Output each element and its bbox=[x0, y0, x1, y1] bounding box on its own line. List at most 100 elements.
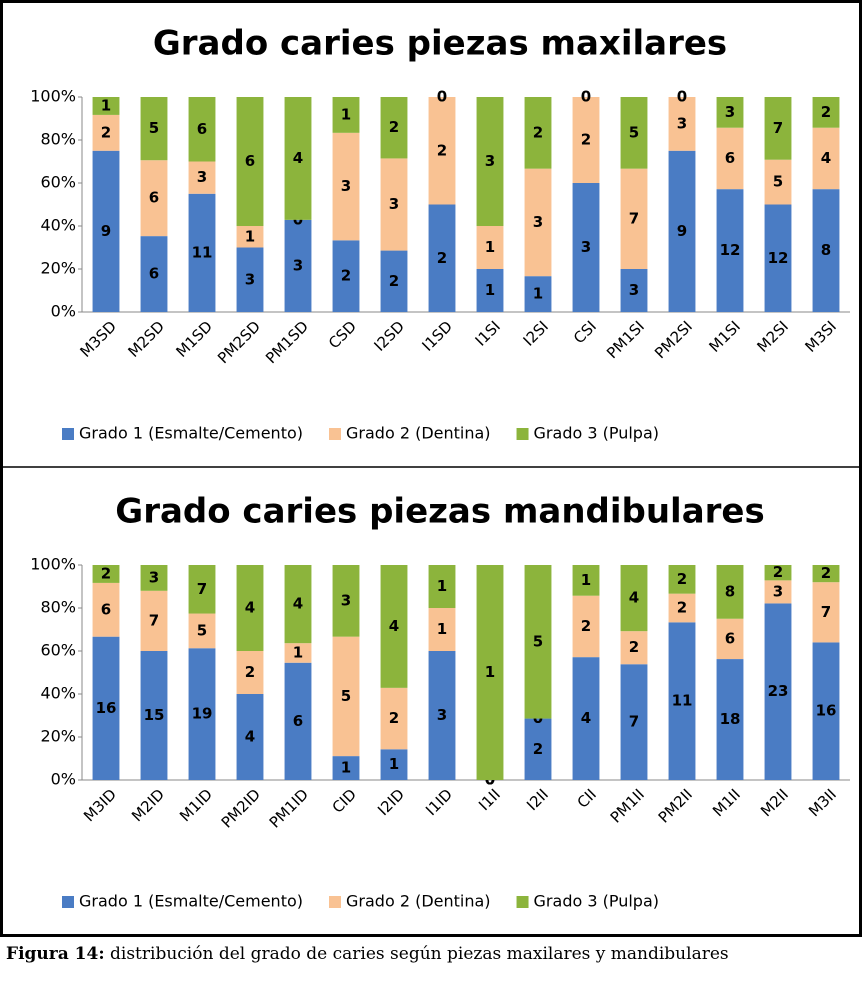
x-tick-label: PM1II bbox=[607, 785, 648, 826]
bar-segment bbox=[572, 97, 600, 183]
bar-segment bbox=[140, 97, 168, 161]
y-tick-label: 0% bbox=[51, 770, 76, 789]
chart: Grado caries piezas maxilares0%20%40%60%… bbox=[0, 0, 862, 937]
bar-segment bbox=[620, 168, 648, 269]
bar-segment bbox=[476, 269, 504, 312]
data-label: 3 bbox=[485, 152, 495, 170]
data-label: 3 bbox=[341, 591, 351, 609]
bar-segment bbox=[620, 664, 648, 780]
x-tick-label: PM2SD bbox=[214, 317, 264, 367]
bar-segment bbox=[812, 97, 840, 128]
bar-segment bbox=[92, 582, 120, 637]
data-label: 9 bbox=[677, 222, 687, 240]
data-label: 16 bbox=[96, 699, 117, 717]
data-label: 12 bbox=[720, 241, 741, 259]
bar-segment bbox=[188, 648, 216, 780]
bar-segment bbox=[428, 565, 456, 608]
data-label: 16 bbox=[816, 702, 837, 720]
bar-segment bbox=[332, 240, 360, 312]
data-label: 6 bbox=[149, 189, 159, 207]
x-tick-label: PM2ID bbox=[218, 785, 264, 831]
x-tick-label: PM2II bbox=[655, 785, 696, 826]
data-label: 1 bbox=[485, 281, 495, 299]
bar-segment bbox=[428, 608, 456, 651]
data-label: 3 bbox=[245, 270, 255, 288]
chart-title: Grado caries piezas maxilares bbox=[153, 24, 727, 64]
data-label: 1 bbox=[485, 238, 495, 256]
y-tick-label: 80% bbox=[40, 598, 76, 617]
y-tick-label: 60% bbox=[40, 173, 76, 192]
data-label: 2 bbox=[677, 570, 687, 588]
bar-segment bbox=[764, 97, 792, 160]
data-label: 6 bbox=[101, 600, 111, 618]
bar-segment bbox=[284, 643, 312, 663]
data-label: 3 bbox=[197, 168, 207, 186]
bar-segment bbox=[524, 168, 552, 277]
data-label: 7 bbox=[629, 713, 639, 731]
bar-segment bbox=[236, 694, 264, 780]
bar-segment bbox=[668, 593, 696, 623]
legend-swatch bbox=[516, 896, 529, 908]
data-label: 3 bbox=[629, 281, 639, 299]
bar-segment bbox=[140, 565, 168, 591]
y-tick-label: 0% bbox=[51, 302, 76, 321]
bar-segment bbox=[140, 236, 168, 312]
bar-segment bbox=[620, 97, 648, 169]
data-label: 2 bbox=[101, 123, 111, 141]
data-label: 11 bbox=[192, 243, 213, 261]
data-label: 0 bbox=[437, 88, 447, 106]
data-label: 2 bbox=[821, 564, 831, 582]
bar-segment bbox=[188, 161, 216, 194]
caption-label: Figura 14: bbox=[6, 944, 105, 964]
x-tick-label: M3II bbox=[805, 785, 840, 820]
data-label: 3 bbox=[581, 238, 591, 256]
data-label: 1 bbox=[245, 227, 255, 245]
bar-segment bbox=[620, 565, 648, 632]
data-label: 6 bbox=[197, 120, 207, 138]
data-label: 5 bbox=[197, 621, 207, 639]
bar-segment bbox=[764, 565, 792, 581]
bar-segment bbox=[812, 127, 840, 190]
bar-segment bbox=[332, 636, 360, 757]
data-label: 6 bbox=[149, 265, 159, 283]
y-tick-label: 40% bbox=[40, 216, 76, 235]
bar-segment bbox=[476, 226, 504, 269]
data-label: 2 bbox=[533, 123, 543, 141]
x-tick-label: CII bbox=[574, 785, 600, 811]
data-label: 1 bbox=[293, 643, 303, 661]
bar-segment bbox=[236, 226, 264, 248]
bar-segment bbox=[812, 565, 840, 583]
bar-segment bbox=[716, 565, 744, 619]
x-tick-label: I2II bbox=[523, 785, 552, 814]
data-label: 4 bbox=[629, 589, 639, 607]
chart-title: Grado caries piezas mandibulares bbox=[115, 492, 764, 532]
bar-segment bbox=[716, 97, 744, 128]
x-tick-label: PM1SD bbox=[262, 317, 312, 367]
y-tick-label: 40% bbox=[40, 684, 76, 703]
bar-segment bbox=[764, 204, 792, 312]
x-tick-label: I2ID bbox=[374, 785, 408, 819]
bar-segment bbox=[572, 565, 600, 596]
bar-segment bbox=[716, 659, 744, 780]
bar-segment bbox=[812, 582, 840, 643]
data-label: 2 bbox=[581, 617, 591, 635]
y-tick-label: 20% bbox=[40, 727, 76, 746]
legend-label: Grado 3 (Pulpa) bbox=[534, 424, 659, 443]
data-label: 4 bbox=[293, 149, 303, 167]
data-label: 4 bbox=[245, 728, 255, 746]
x-tick-label: PM1ID bbox=[266, 785, 312, 831]
data-label: 2 bbox=[677, 599, 687, 617]
x-tick-label: M3SD bbox=[76, 317, 120, 361]
x-tick-label: I1SI bbox=[472, 317, 504, 349]
data-label: 7 bbox=[197, 580, 207, 598]
bar-segment bbox=[236, 97, 264, 226]
bar-segment bbox=[380, 158, 408, 251]
x-tick-label: PM1SI bbox=[603, 317, 648, 362]
data-label: 6 bbox=[725, 629, 735, 647]
bar-segment bbox=[668, 97, 696, 151]
data-label: 5 bbox=[629, 123, 639, 141]
data-label: 1 bbox=[485, 663, 495, 681]
bar-segment bbox=[380, 250, 408, 312]
bar-segment bbox=[140, 651, 168, 780]
